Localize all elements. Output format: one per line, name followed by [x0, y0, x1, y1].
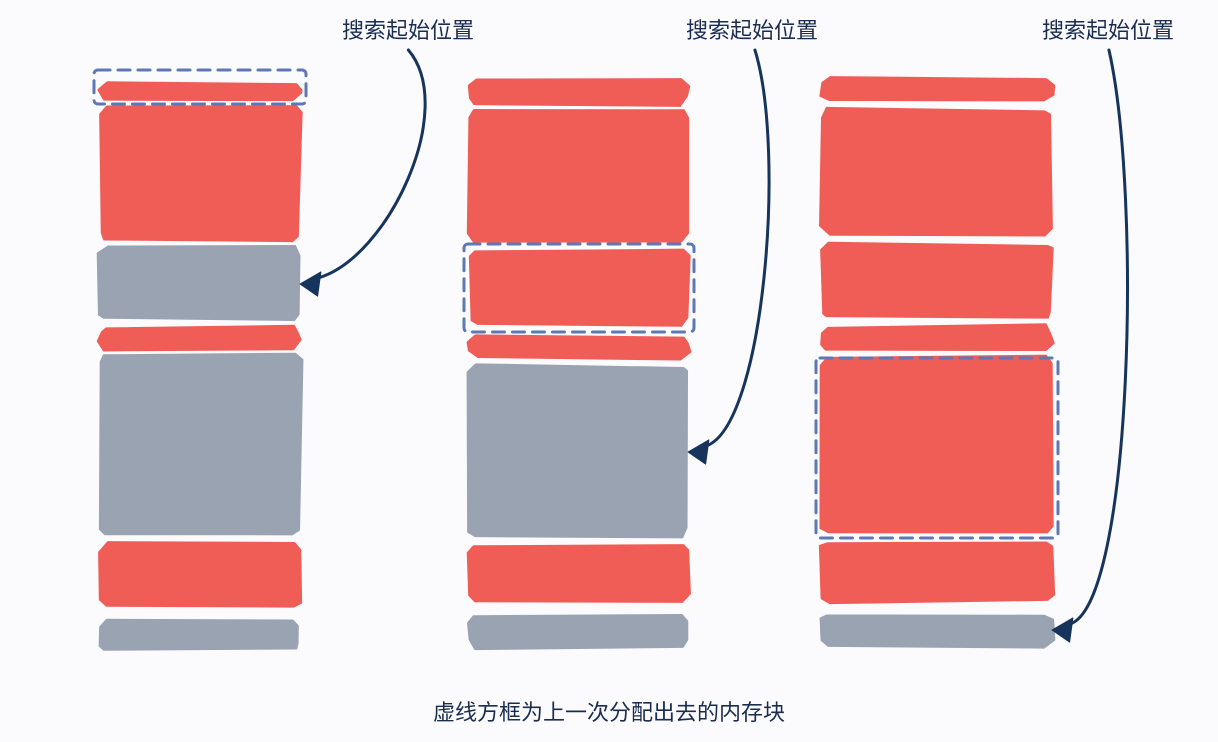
memory-block	[468, 335, 691, 359]
memory-block	[820, 77, 1054, 100]
memory-block	[470, 250, 690, 326]
column-label: 搜索起始位置	[686, 18, 818, 43]
memory-block	[468, 615, 687, 649]
memory-block	[100, 354, 303, 535]
memory-block	[468, 545, 690, 602]
memory-block	[469, 79, 689, 106]
memory-block	[821, 243, 1053, 318]
memory-block	[468, 364, 687, 537]
memory-block	[820, 356, 1052, 533]
column-label: 搜索起始位置	[1042, 18, 1174, 43]
memory-block	[821, 324, 1054, 350]
memory-block	[100, 620, 298, 650]
memory-block	[821, 615, 1055, 647]
memory-block	[98, 246, 300, 320]
memory-block	[820, 108, 1052, 236]
column-label: 搜索起始位置	[342, 18, 474, 43]
memory-block	[99, 542, 301, 606]
memory-block	[100, 106, 301, 241]
memory-block	[98, 326, 301, 351]
memory-block	[98, 82, 301, 100]
caption: 虚线方框为上一次分配出去的内存块	[433, 700, 785, 725]
memory-block	[820, 543, 1054, 604]
memory-block	[468, 110, 688, 242]
